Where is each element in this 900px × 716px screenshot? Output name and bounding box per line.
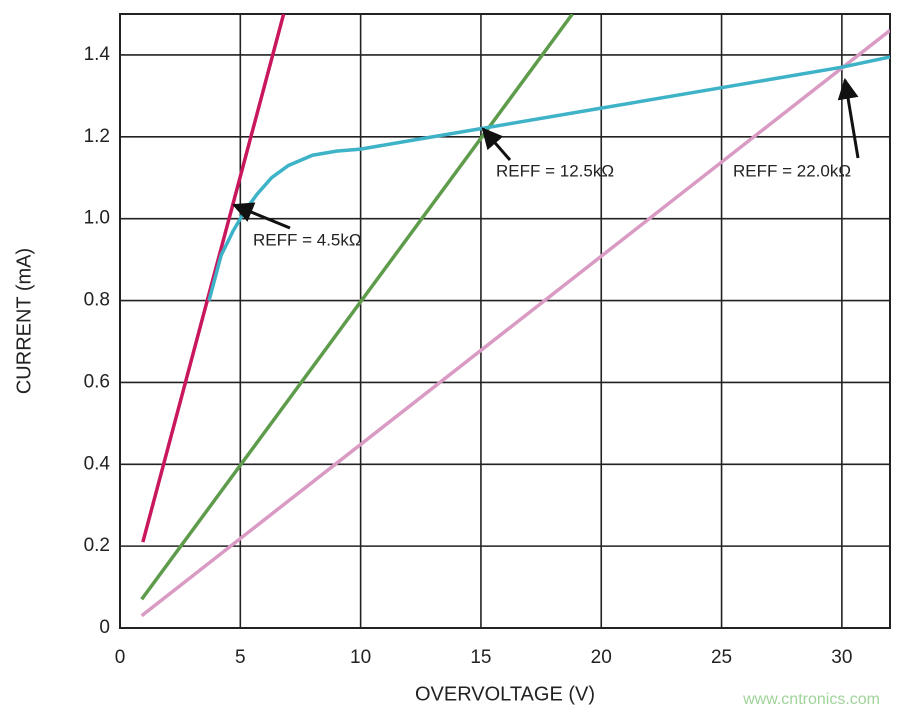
- x-tick-label: 10: [350, 647, 371, 668]
- y-tick-label: 1.2: [84, 126, 110, 147]
- plot-frame: [119, 13, 891, 629]
- x-tick-label: 15: [470, 647, 491, 668]
- y-tick-label: 0: [99, 617, 110, 638]
- y-tick-label: 1.4: [84, 44, 111, 65]
- annotation: REFF = 22.0kΩ: [733, 161, 851, 180]
- y-tick-label: 1.0: [84, 208, 110, 229]
- y-axis-label: CURRENT (mA): [13, 248, 35, 394]
- x-tick-label: 25: [711, 647, 732, 668]
- y-tick-label: 0.6: [84, 371, 110, 392]
- annotation-arrow: [232, 202, 291, 230]
- x-tick-label: 0: [115, 647, 126, 668]
- data-line: [140, 28, 890, 618]
- y-tick-label: 0.2: [84, 535, 110, 556]
- x-tick-label: 30: [831, 647, 852, 668]
- x-tick-label: 20: [591, 647, 612, 668]
- y-tick-label: 0.8: [84, 290, 110, 311]
- y-tick-label: 0.4: [84, 453, 111, 474]
- annotation-arrow: [481, 127, 512, 161]
- x-axis-label: OVERVOLTAGE (V): [415, 683, 595, 705]
- x-tick-label: 5: [235, 647, 246, 668]
- watermark: www.cntronics.com: [742, 691, 880, 708]
- annotation-arrow: [837, 77, 860, 159]
- annotation: REFF = 12.5kΩ: [496, 161, 614, 180]
- data-line: [140, 14, 574, 601]
- annotation: REFF = 4.5kΩ: [253, 230, 362, 249]
